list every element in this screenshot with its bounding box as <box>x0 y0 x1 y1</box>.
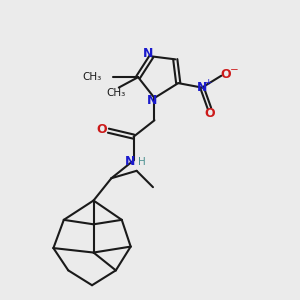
Text: −: − <box>230 65 238 75</box>
Text: N: N <box>125 155 135 168</box>
Text: CH₃: CH₃ <box>106 88 125 98</box>
Text: N: N <box>143 47 154 60</box>
Text: O: O <box>204 107 215 120</box>
Text: N: N <box>147 94 157 107</box>
Text: N: N <box>197 81 207 94</box>
Text: H: H <box>138 157 146 167</box>
Text: +: + <box>204 78 211 87</box>
Text: O: O <box>97 123 107 136</box>
Text: CH₃: CH₃ <box>82 72 102 82</box>
Text: O: O <box>220 68 231 81</box>
